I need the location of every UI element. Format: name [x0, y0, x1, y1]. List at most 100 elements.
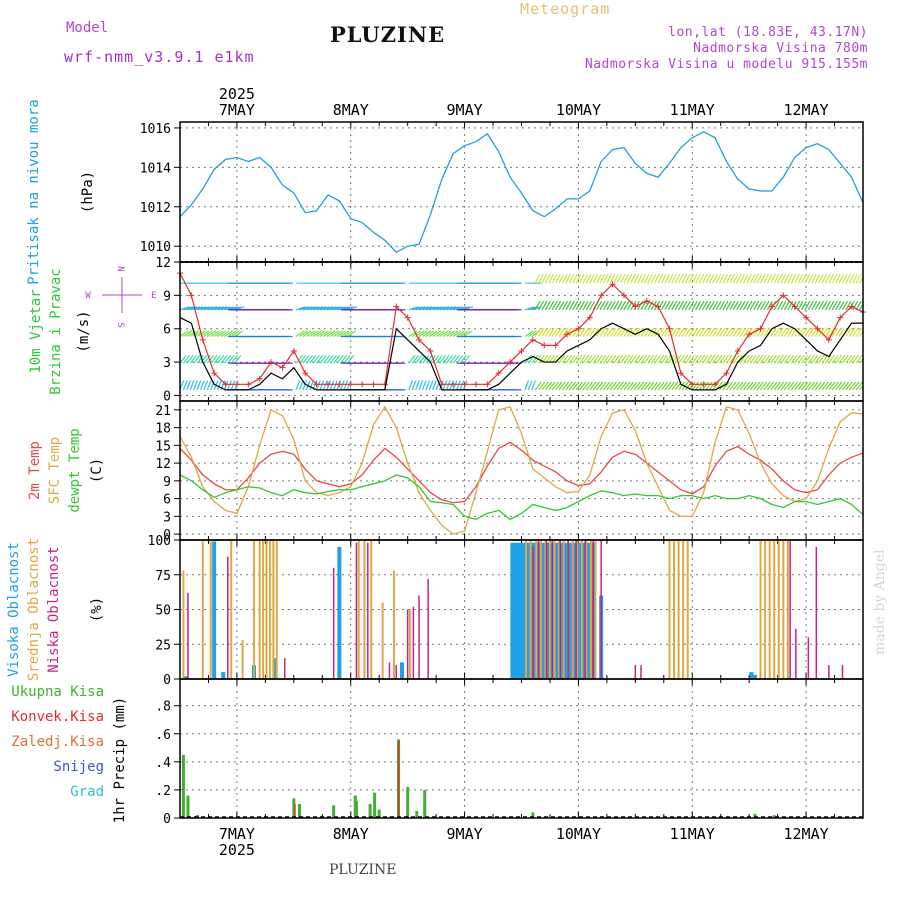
- y-tick-label: 6: [163, 323, 171, 338]
- wind-arrow: [180, 330, 189, 337]
- wind-arrow: [234, 354, 242, 364]
- wind-arrow: [572, 273, 578, 284]
- y-tick-label: 1016: [140, 122, 171, 137]
- wind-arrow: [193, 380, 198, 391]
- wind-arrow: [702, 381, 710, 391]
- cloud-low-bar: [427, 578, 429, 679]
- wind-arrow: [698, 273, 705, 284]
- wind-arrow: [330, 306, 340, 311]
- wind-arrow: [306, 306, 317, 311]
- wind-arrow: [814, 273, 821, 284]
- wind-arrow: [575, 300, 582, 311]
- wind-arrow: [852, 273, 858, 284]
- wind-arrow: [565, 381, 573, 391]
- wind-arrow: [674, 273, 681, 284]
- legend-label-3: Zaledj.Kisa: [11, 734, 104, 750]
- wind-arrow: [302, 380, 308, 391]
- precip-total-bar: [772, 815, 776, 818]
- legend-label-5: Grad: [70, 784, 104, 800]
- wind-arrow: [555, 381, 563, 391]
- y-tick-label: .4: [155, 756, 171, 771]
- y-tick-label: 21: [155, 404, 171, 419]
- wind-arrow: [756, 354, 764, 364]
- wind-arrow: [189, 380, 195, 391]
- y-tick-label: 1012: [140, 201, 171, 216]
- wind-arrow: [701, 327, 709, 337]
- wind-arrow: [616, 354, 624, 364]
- wind-arrow: [661, 327, 668, 337]
- wind-arrow: [855, 300, 862, 311]
- wind-arrow: [336, 330, 346, 337]
- wind-arrow: [551, 300, 558, 311]
- wind-arrow: [633, 273, 640, 284]
- wind-arrow: [210, 380, 215, 391]
- wind-arrow: [760, 381, 768, 391]
- wind-arrow: [818, 300, 825, 311]
- cloud-low-bar: [828, 665, 830, 679]
- wind-arrow: [780, 381, 788, 391]
- cloud-high-bar: [554, 542, 559, 679]
- wind-arrow: [186, 380, 192, 391]
- wind-arrow: [633, 354, 641, 364]
- wind-arrow: [701, 273, 708, 284]
- wind-arrow: [630, 300, 637, 311]
- wind-arrow: [684, 327, 692, 337]
- x-day-label-bottom: 9MAY: [447, 825, 483, 843]
- wind-arrow: [794, 300, 801, 311]
- wind-arrow: [544, 273, 551, 284]
- x-year-label-top: 2025: [219, 85, 255, 103]
- wind-arrow: [616, 300, 623, 311]
- wind-arrow: [558, 381, 566, 391]
- wind-arrow: [681, 273, 688, 284]
- wind-arrow: [695, 327, 702, 337]
- wind-arrow: [691, 327, 699, 337]
- wind-arrow: [452, 330, 462, 337]
- wind-arrow: [643, 381, 652, 391]
- wind-arrow: [831, 381, 839, 391]
- cloud-mid-bar: [580, 540, 583, 679]
- wind-arrow: [855, 354, 863, 364]
- pressure-line: [179, 131, 864, 253]
- wind-arrow: [620, 300, 627, 311]
- cloud-mid-bar: [529, 540, 532, 679]
- wind-arrow: [763, 381, 771, 391]
- wind-arrow: [811, 300, 818, 311]
- cloud-low-bar: [640, 665, 642, 679]
- wind-arrow: [207, 306, 218, 311]
- wind-arrow: [429, 306, 440, 311]
- wind-arrow: [585, 300, 592, 311]
- x-day-label-top: 8MAY: [333, 101, 369, 119]
- wind-arrow: [674, 300, 681, 311]
- wind-arrow: [534, 327, 542, 337]
- wind-arrow: [623, 273, 630, 284]
- wind-arrow: [760, 300, 767, 311]
- wind-arrow: [783, 381, 792, 391]
- wind-arrow: [616, 381, 624, 391]
- wind-arrow: [657, 273, 664, 284]
- wind-arrow: [739, 327, 746, 337]
- cloud-mid-bar: [408, 609, 411, 679]
- wind-arrow: [640, 354, 648, 364]
- wind-arrow: [562, 381, 570, 391]
- wind-arrow: [749, 273, 756, 284]
- wind-arrow: [579, 300, 586, 311]
- wind-arrow: [684, 300, 691, 311]
- precip-total-bar: [406, 787, 410, 818]
- cloud-low-bar: [789, 540, 791, 679]
- precip-total-bar: [354, 801, 358, 818]
- y-tick-label: 12: [155, 457, 171, 472]
- wind-arrow: [852, 354, 860, 364]
- wind-arrow: [435, 354, 443, 364]
- wind-arrow: [555, 327, 562, 337]
- wind-arrow: [230, 354, 238, 364]
- wind-arrow: [613, 300, 620, 311]
- wind-arrow: [616, 273, 623, 284]
- wind-arrow: [835, 354, 842, 364]
- wind-arrow: [312, 354, 320, 364]
- wind-arrow: [821, 273, 828, 284]
- y-tick-label: 0: [163, 528, 171, 543]
- wind-arrow: [568, 273, 575, 284]
- cloud-low-bar: [532, 546, 534, 679]
- wind-arrow: [814, 327, 822, 337]
- wind-arrow: [640, 381, 648, 391]
